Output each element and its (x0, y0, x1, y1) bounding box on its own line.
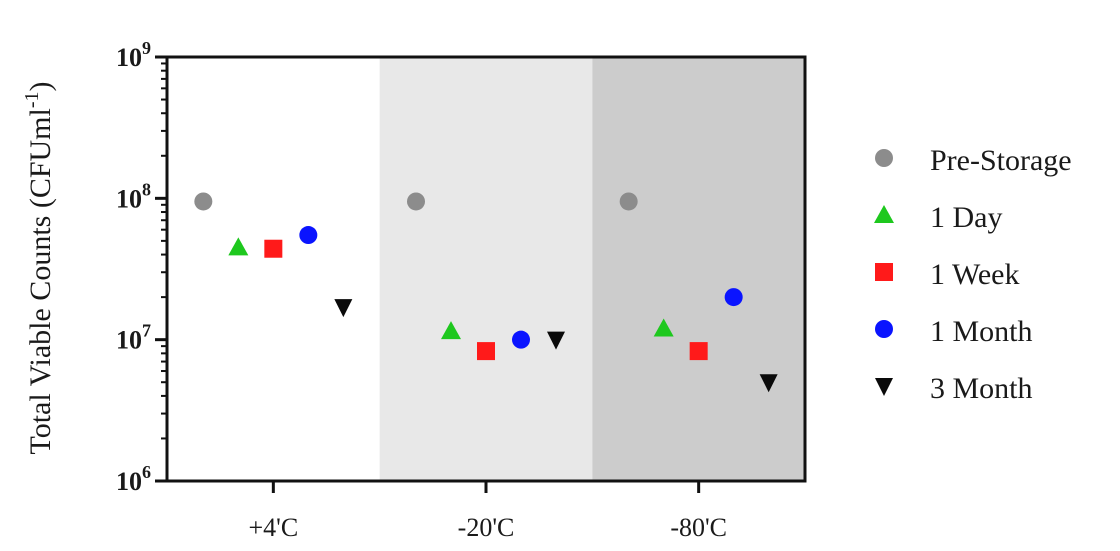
y-tick-label: 109 (116, 38, 151, 72)
legend-marker (874, 205, 894, 223)
y-tick-exponent: 8 (142, 179, 151, 199)
y-tick-base: 10 (116, 184, 142, 213)
y-tick-label: 106 (116, 462, 151, 496)
data-point-3-month (759, 374, 778, 393)
data-point-1-week (477, 342, 495, 361)
data-point-1-week (689, 342, 708, 361)
legend-label: 1 Day (930, 201, 1002, 234)
y-axis-label-main: Total Viable Counts (CFUml (24, 108, 57, 454)
data-point-pre-storage (194, 192, 213, 211)
data-point-1-day (441, 321, 461, 340)
y-tick-exponent: 7 (142, 321, 151, 341)
x-tick-label: +4'C (248, 513, 298, 542)
legend-marker (875, 263, 893, 281)
y-tick-label: 108 (116, 179, 151, 213)
legend-label: Pre-Storage (930, 144, 1072, 177)
y-tick-base: 10 (116, 43, 142, 72)
legend-marker (875, 149, 893, 167)
data-point-pre-storage (407, 192, 425, 211)
data-point-1-month (724, 288, 743, 307)
y-axis-label: Total Viable Counts (CFUml-1) (21, 81, 57, 454)
y-axis-label-superscript: -1 (21, 91, 43, 108)
data-point-1-week (264, 239, 283, 258)
data-point-1-day (653, 318, 674, 337)
legend-label: 1 Week (930, 258, 1020, 291)
data-point-3-month (334, 299, 353, 318)
data-point-1-month (512, 330, 530, 349)
group-background-1 (379, 57, 593, 481)
y-tick-exponent: 6 (142, 462, 151, 482)
y-tick-base: 10 (116, 467, 142, 496)
data-point-1-month (299, 226, 318, 245)
group-background-0 (167, 57, 380, 481)
data-point-1-day (228, 237, 249, 256)
x-tick-label: -80'C (670, 513, 727, 542)
data-point-3-month (547, 331, 565, 350)
legend-label: 3 Month (930, 372, 1033, 405)
legend-marker (875, 320, 893, 338)
legend-label: 1 Month (930, 315, 1033, 348)
x-tick-label: -20'C (458, 513, 515, 542)
y-axis-label-close: ) (24, 81, 57, 91)
y-tick-exponent: 9 (142, 38, 151, 58)
y-tick-base: 10 (116, 326, 142, 355)
data-point-pre-storage (619, 192, 638, 211)
y-tick-label: 107 (116, 321, 151, 355)
group-background-2 (592, 57, 805, 481)
legend-marker (875, 378, 893, 396)
